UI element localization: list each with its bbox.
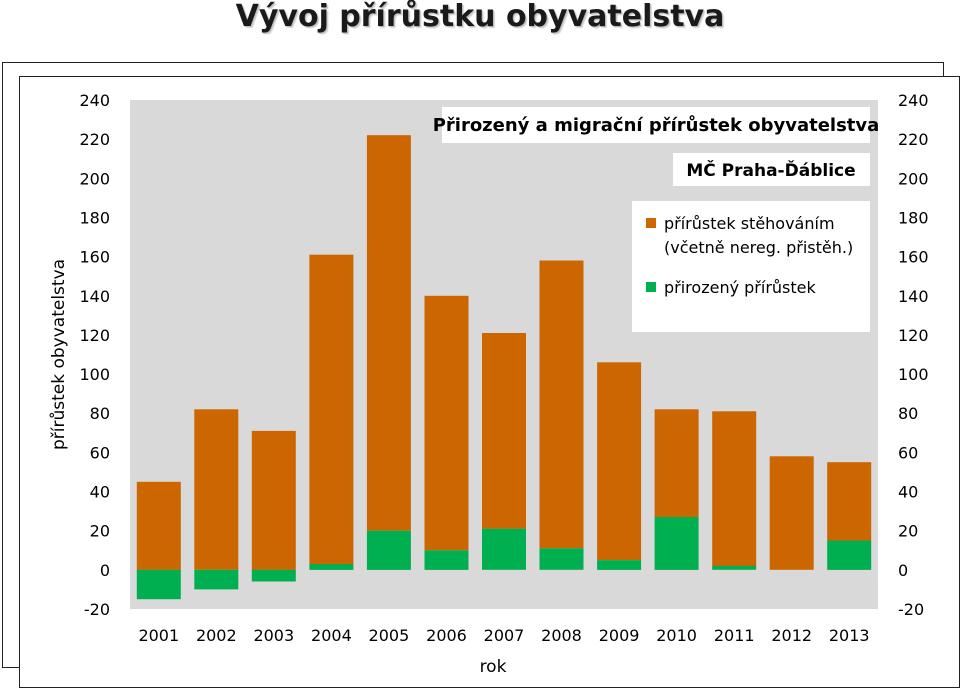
- bar-natural-2008: [539, 548, 584, 570]
- y-tick-label-left: 60: [90, 443, 110, 462]
- chart-title-box: [442, 107, 870, 143]
- bar-migration-2009: [597, 362, 642, 560]
- y-tick-label-left: 140: [79, 287, 110, 306]
- y-tick-label-left: 40: [90, 483, 110, 502]
- x-tick-label: 2011: [714, 626, 755, 645]
- x-tick-label: 2004: [311, 626, 352, 645]
- bar-natural-2003: [251, 569, 296, 582]
- y-tick-label-right: 20: [898, 522, 918, 541]
- y-tick-label-right: 140: [898, 287, 929, 306]
- y-tick-label-left: 0: [100, 561, 110, 580]
- y-tick-label-right: 240: [898, 91, 929, 110]
- bar-natural-2005: [366, 530, 411, 570]
- chart-subtitle-box: [673, 153, 870, 186]
- bar-migration-2011: [712, 411, 757, 566]
- slide-title: Vývoj přírůstku obyvatelstva: [235, 0, 725, 34]
- y-tick-label-right: 180: [898, 209, 929, 228]
- legend-swatch-migration: [646, 218, 656, 228]
- y-tick-label-right: 160: [898, 248, 929, 267]
- bar-migration-2008: [539, 260, 584, 549]
- bar-migration-2005: [366, 135, 411, 531]
- y-tick-label-left: 220: [79, 130, 110, 149]
- y-tick-label-left: 160: [79, 248, 110, 267]
- y-tick-label-right: 120: [898, 326, 929, 345]
- bar-natural-2009: [597, 560, 642, 570]
- x-tick-label: 2009: [599, 626, 640, 645]
- chart-subtitle: MČ Praha-Ďáblice: [686, 159, 855, 181]
- x-tick-label: 2006: [426, 626, 467, 645]
- bar-migration-2003: [251, 430, 296, 570]
- stacked-bar-chart: 2001 2002 2003 2004 2005 2006 2007 2008 2009 2010…: [49, 91, 929, 677]
- legend-label-migration: přírůstek stěhováním: [664, 214, 835, 233]
- bar-natural-2007: [482, 528, 526, 570]
- y-tick-label-left: 200: [79, 169, 110, 188]
- y-axis-label: přírůstek obyvatelstva: [49, 259, 69, 450]
- legend-box: [632, 201, 870, 332]
- x-tick-label: 2001: [138, 626, 179, 645]
- y-tick-label-right: 0: [898, 561, 908, 580]
- y-tick-label-right: 200: [898, 169, 929, 188]
- bar-migration-2002: [194, 409, 239, 570]
- y-tick-label-right: 220: [898, 130, 929, 149]
- bar-migration-2013: [827, 462, 872, 541]
- bar-natural-2011: [712, 565, 757, 570]
- y-tick-label-left: 120: [79, 326, 110, 345]
- bar-migration-2012: [769, 456, 814, 570]
- x-tick-label: 2005: [369, 626, 410, 645]
- x-tick-label: 2010: [656, 626, 697, 645]
- x-tick-label: 2008: [541, 626, 582, 645]
- y-tick-label-left: -20: [84, 600, 110, 619]
- y-tick-label-left: 80: [90, 404, 110, 423]
- bar-natural-2001: [136, 569, 181, 600]
- bar-natural-2010: [654, 517, 699, 570]
- bar-migration-2007: [482, 333, 526, 529]
- x-tick-label: 2002: [196, 626, 237, 645]
- legend-swatch-natural: [646, 282, 656, 292]
- bar-migration-2001: [136, 481, 181, 570]
- x-axis-label: rok: [480, 657, 507, 677]
- y-tick-label-right: 100: [898, 365, 929, 384]
- chart-frame: 2001 2002 2003 2004 2005 2006 2007 2008 2009 2010…: [19, 76, 960, 688]
- y-tick-label-right: -20: [898, 600, 924, 619]
- x-tick-label: 2012: [771, 626, 812, 645]
- bar-natural-2002: [194, 569, 239, 590]
- x-tick-label: 2003: [253, 626, 294, 645]
- bar-migration-2006: [424, 295, 469, 551]
- y-tick-label-left: 100: [79, 365, 110, 384]
- y-tick-label-left: 240: [79, 91, 110, 110]
- x-tick-label: 2007: [484, 626, 525, 645]
- bar-migration-2004: [309, 254, 354, 564]
- y-tick-label-left: 180: [79, 209, 110, 228]
- bar-migration-2010: [654, 409, 699, 517]
- y-tick-label-right: 40: [898, 483, 918, 502]
- y-tick-label-right: 60: [898, 443, 918, 462]
- chart-title: Přirozený a migrační přírůstek obyvatels…: [433, 114, 880, 136]
- legend-label-migration: (včetně nereg. přistěh.): [664, 238, 853, 257]
- bar-natural-2013: [827, 540, 872, 570]
- y-tick-label-right: 80: [898, 404, 918, 423]
- y-tick-label-left: 20: [90, 522, 110, 541]
- legend-label-natural: přirozený přírůstek: [664, 278, 816, 297]
- x-tick-label: 2013: [829, 626, 870, 645]
- bar-natural-2004: [309, 564, 354, 570]
- bar-natural-2006: [424, 550, 469, 570]
